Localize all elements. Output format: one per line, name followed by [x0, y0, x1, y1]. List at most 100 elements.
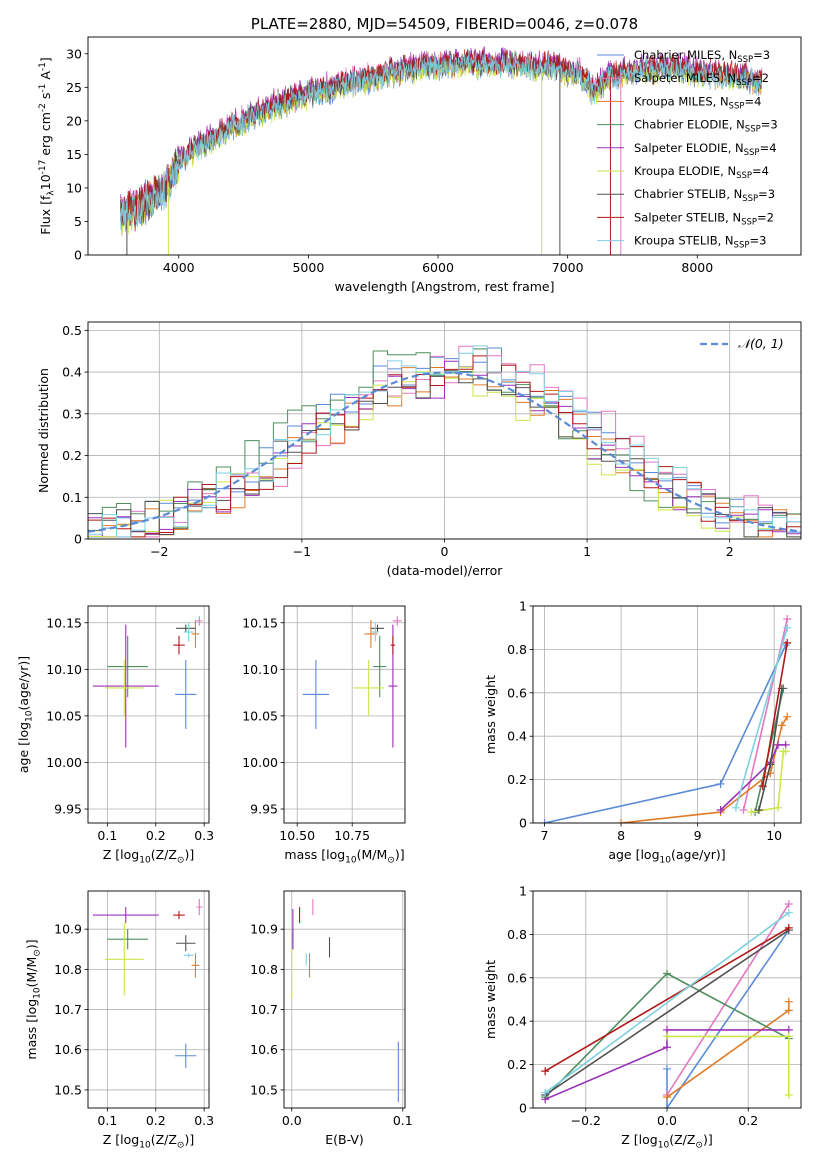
- legend-label: Salpeter MILES, NSSP=2: [634, 71, 769, 88]
- y-tick-label: 10: [66, 180, 82, 195]
- y-tick-label: 10.5: [54, 1082, 82, 1097]
- weight-marker: [663, 1043, 671, 1052]
- weight-marker: [541, 1088, 550, 1097]
- y-tick-label: 0.4: [62, 365, 82, 380]
- x-tick-label: 0.3: [194, 828, 214, 843]
- axes-frame: [283, 605, 406, 824]
- x-tick-label: 9: [694, 828, 702, 843]
- errorbar-chabrier-stelib: [176, 935, 196, 952]
- axes-age_vs_mass: 10.50 10.75 9.95 10.00 10.05 10.10 10.15 mass […: [242, 605, 406, 866]
- errorbar-kroupa-stelib: [372, 622, 379, 642]
- axes-frame: [283, 890, 406, 1109]
- weight-marker: [663, 1093, 671, 1102]
- errorbar-kroupa-elodie: [104, 923, 144, 996]
- y-axis-label: Normed distribution: [36, 368, 51, 493]
- weight-marker: [541, 1067, 550, 1076]
- y-tick-label: 0.6: [507, 685, 527, 700]
- legend-label: Salpeter ELODIE, NSSP=4: [634, 141, 777, 158]
- x-tick-label: 5000: [292, 260, 324, 275]
- weight-line-kroupa-miles: [666, 1001, 790, 1098]
- x-tick-label: −1: [293, 544, 311, 559]
- weight-marker: [783, 615, 792, 624]
- y-tick-label: 10.15: [242, 615, 278, 630]
- x-tick-label: 8: [617, 828, 625, 843]
- errorbar-chabrier-miles: [302, 660, 330, 729]
- y-tick-label: 0.8: [507, 642, 527, 657]
- figure-layer: 4000 5000 6000 7000 8000051015202530waveleng…: [16, 15, 802, 1151]
- y-tick-label: 10.6: [250, 1042, 278, 1057]
- weight-marker: [617, 819, 626, 823]
- errorbar-salpeter-miles: [196, 616, 203, 626]
- y-tick-label: 10.9: [250, 922, 278, 937]
- errorbar-salpeter-stelib: [173, 635, 185, 655]
- errorbar-salpeter-miles: [392, 616, 402, 626]
- spectrum-line-kroupa-stelib: [120, 52, 763, 230]
- weight-marker: [784, 997, 793, 1006]
- axes-spectrum: 4000 5000 6000 7000 8000 0 5 10 15 20 25 30 waveleng…: [38, 15, 802, 294]
- y-tick-label: 25: [66, 80, 82, 95]
- axes-frame: [87, 321, 802, 540]
- x-tick-label: 0.1: [97, 1113, 117, 1128]
- x-tick-label: 0.1: [97, 828, 117, 843]
- histogram-salpeter-stelib: [88, 355, 801, 538]
- errorbar-chabrier-elodie: [107, 929, 149, 950]
- weight-marker: [783, 623, 792, 632]
- legend-label: Kroupa STELIB, NSSP=3: [634, 234, 766, 251]
- y-tick-label: 0.8: [507, 927, 527, 942]
- y-tick-label: 10.8: [54, 962, 82, 977]
- errorbar-kroupa-miles: [191, 619, 200, 648]
- plot-area-mass_weight_vs_Z: [541, 900, 793, 1108]
- errorbar-kroupa-elodie: [104, 660, 144, 716]
- axes-mass_weight_vs_Z: −0.2 0.0 0.2 0 0.2 0.4 0.6 0.8 1 Z [log10​(Z/Z⊙​)…: [483, 884, 802, 1151]
- plot-area-mass_weight_vs_age: [540, 615, 792, 823]
- weight-marker: [777, 721, 786, 730]
- y-tick-label: 1: [519, 884, 527, 899]
- x-axis-label: wavelength [Angstrom, rest frame]: [334, 279, 554, 294]
- weight-line-salpeter-elodie: [720, 744, 786, 811]
- y-tick-label: 5: [74, 214, 82, 229]
- weight-marker: [784, 923, 793, 932]
- x-axis-label: E(B-V): [325, 1132, 364, 1147]
- weight-marker: [540, 819, 549, 823]
- axes-mass_vs_EBV: 0.0 0.1 10.5 10.6 10.7 10.8 10.9 E(B-V): [250, 890, 413, 1147]
- weight-line-salpeter-stelib: [761, 642, 788, 787]
- x-tick-label: 7000: [552, 260, 584, 275]
- weight-marker: [774, 740, 783, 749]
- x-tick-label: 10.50: [279, 828, 315, 843]
- y-tick-label: 10.7: [54, 1002, 82, 1017]
- x-tick-label: 0: [441, 544, 449, 559]
- errorbar-chabrier-stelib: [370, 624, 385, 633]
- plot-area-spectrum: [120, 46, 763, 255]
- weight-marker: [784, 1032, 793, 1041]
- y-axis-label: mass [log10​(M/M⊙​)]: [24, 939, 43, 1059]
- x-tick-label: 10: [766, 828, 782, 843]
- weight-line-kroupa-stelib: [735, 627, 788, 809]
- weight-marker: [781, 747, 790, 756]
- errorbar-chabrier-stelib: [176, 624, 196, 633]
- y-tick-label: 9.95: [54, 802, 82, 817]
- weight-line-chabrier-miles: [666, 929, 790, 1108]
- weight-marker: [784, 1006, 793, 1015]
- y-axis-label: age [log10​(age/yr)]: [16, 656, 35, 773]
- weight-marker: [739, 805, 748, 814]
- errorbar-kroupa-elodie: [353, 660, 385, 716]
- weight-marker: [754, 805, 763, 814]
- y-tick-label: 10.05: [46, 708, 82, 723]
- y-tick-label: 0.2: [507, 1057, 527, 1072]
- legend-label: Chabrier STELIB, NSSP=3: [634, 187, 775, 204]
- errorbar-salpeter-stelib: [390, 635, 396, 655]
- weight-line-chabrier-stelib: [544, 929, 790, 1096]
- y-tick-label: 10.6: [54, 1042, 82, 1057]
- x-tick-label: 2: [726, 544, 734, 559]
- x-tick-label: 0.2: [738, 1113, 758, 1128]
- x-tick-label: −0.2: [571, 1113, 601, 1128]
- plot-area-residuals: [88, 345, 801, 538]
- errorbar-chabrier-elodie: [373, 635, 387, 698]
- y-tick-label: 10.15: [46, 615, 82, 630]
- plot-area-age_vs_Z: [92, 616, 203, 748]
- y-tick-label: 10.05: [242, 708, 278, 723]
- y-tick-label: 0.5: [62, 323, 82, 338]
- y-tick-label: 0: [519, 816, 527, 831]
- x-axis-label: age [log10​(age/yr)]: [608, 847, 725, 866]
